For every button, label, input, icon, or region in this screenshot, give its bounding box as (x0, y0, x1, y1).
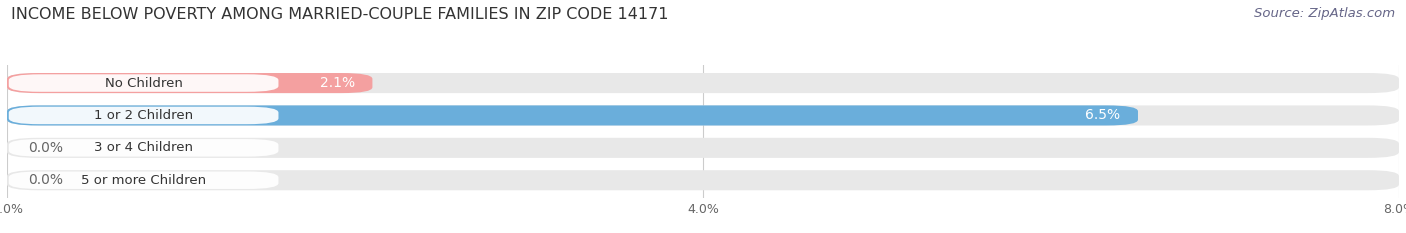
Text: 3 or 4 Children: 3 or 4 Children (94, 141, 193, 154)
FancyBboxPatch shape (7, 105, 1137, 126)
Text: No Children: No Children (104, 77, 183, 89)
FancyBboxPatch shape (7, 105, 1399, 126)
Text: 0.0%: 0.0% (28, 141, 63, 155)
FancyBboxPatch shape (7, 138, 1399, 158)
Text: 5 or more Children: 5 or more Children (82, 174, 207, 187)
Text: Source: ZipAtlas.com: Source: ZipAtlas.com (1254, 7, 1395, 20)
Text: INCOME BELOW POVERTY AMONG MARRIED-COUPLE FAMILIES IN ZIP CODE 14171: INCOME BELOW POVERTY AMONG MARRIED-COUPL… (11, 7, 669, 22)
Text: 0.0%: 0.0% (28, 173, 63, 187)
Text: 2.1%: 2.1% (321, 76, 354, 90)
FancyBboxPatch shape (8, 74, 278, 92)
FancyBboxPatch shape (8, 171, 278, 189)
FancyBboxPatch shape (7, 73, 1399, 93)
FancyBboxPatch shape (8, 107, 278, 124)
Text: 6.5%: 6.5% (1085, 108, 1121, 123)
FancyBboxPatch shape (7, 73, 373, 93)
Text: 1 or 2 Children: 1 or 2 Children (94, 109, 193, 122)
FancyBboxPatch shape (8, 139, 278, 157)
FancyBboxPatch shape (7, 170, 1399, 190)
